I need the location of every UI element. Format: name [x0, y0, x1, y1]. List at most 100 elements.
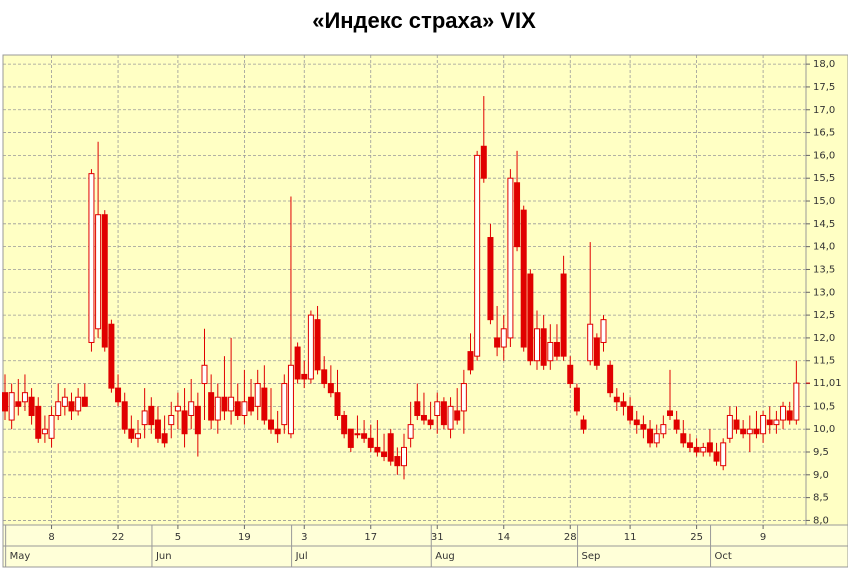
candle-body: [188, 401, 195, 416]
candle-body: [454, 410, 461, 421]
candle-body: [407, 424, 414, 439]
x-tick-label: 22: [112, 532, 125, 543]
candle-body: [447, 405, 454, 430]
candle-body: [28, 396, 35, 416]
candle-body: [627, 405, 634, 421]
month-axis-area: [2, 545, 848, 568]
x-tick-label: 25: [690, 532, 703, 543]
y-tick-label: 13,5: [813, 264, 835, 275]
last-price-label: 11,01: [813, 378, 842, 389]
y-tick-label: 16,0: [813, 150, 835, 161]
candle-body: [500, 328, 507, 348]
y-tick-label: 8,0: [813, 515, 829, 526]
candle-body: [294, 346, 301, 380]
y-tick-label: 14,0: [813, 242, 835, 253]
candle-body: [593, 337, 600, 366]
x-tick-label: 8: [48, 532, 54, 543]
candle-body: [81, 396, 88, 407]
last-price-bg: [811, 377, 847, 390]
y-tick-label: 9,0: [813, 470, 829, 481]
candle-body: [673, 419, 680, 430]
candle-body: [327, 383, 334, 394]
y-tick-label: 13,0: [813, 287, 835, 298]
y-tick-label: 10,5: [813, 401, 835, 412]
candle-body: [208, 392, 215, 421]
candle-body: [753, 428, 760, 435]
candle-body: [248, 396, 255, 412]
x-tick-label: 3: [301, 532, 307, 543]
month-label: Oct: [715, 551, 732, 562]
candle-body: [88, 173, 95, 343]
candle-body: [534, 328, 540, 362]
candle-body: [228, 396, 235, 412]
y-tick-label: 17,5: [813, 82, 835, 93]
candle-body: [573, 387, 580, 412]
candle-body: [693, 446, 700, 453]
candle-body: [254, 383, 261, 407]
candle-body: [148, 405, 155, 426]
chart-title: «Индекс страха» VIX: [312, 8, 536, 33]
candle-body: [700, 446, 707, 453]
candle-body: [241, 401, 248, 416]
candle-body: [268, 419, 274, 430]
candle-body: [514, 182, 521, 248]
candle-body: [567, 364, 574, 385]
candle-body: [41, 428, 48, 435]
x-axis-area: [2, 524, 848, 547]
candle-body: [68, 401, 75, 412]
y-tick-label: 14,5: [813, 219, 835, 230]
candle-body: [387, 433, 394, 462]
candle-body: [168, 414, 175, 426]
candle-body: [108, 323, 115, 389]
y-tick-label: 10,0: [813, 424, 835, 435]
candle-body: [494, 337, 501, 348]
x-tick-label: 5: [175, 532, 181, 543]
candle-body: [161, 433, 168, 444]
candle-body: [181, 410, 188, 435]
candle-body: [128, 428, 135, 439]
candle-body: [760, 414, 767, 435]
candle-body: [480, 145, 487, 179]
y-axis-area: [805, 54, 848, 526]
candle-body: [640, 424, 647, 430]
y-tick-label: 11,5: [813, 356, 835, 367]
month-label: Jun: [155, 551, 172, 562]
candle-body: [35, 405, 42, 439]
x-tick-label: 14: [497, 532, 510, 543]
candle-body: [780, 405, 787, 421]
candle-body: [487, 237, 494, 321]
candle-body: [686, 442, 693, 448]
month-label: Jul: [295, 551, 308, 562]
candle-body: [553, 341, 560, 357]
candle-body: [261, 387, 268, 421]
candle-body: [427, 419, 434, 426]
candle-body: [214, 396, 221, 421]
candle-body: [547, 341, 554, 362]
y-tick-label: 15,0: [813, 196, 835, 207]
y-tick-label: 18,0: [813, 59, 835, 70]
candle-body: [354, 433, 361, 436]
candle-body: [274, 428, 281, 435]
candle-body: [647, 428, 654, 444]
x-tick-label: 17: [364, 532, 377, 543]
candle-body: [467, 351, 474, 371]
month-label: Aug: [435, 551, 455, 562]
candle-body: [314, 319, 321, 371]
y-tick-label: 16,5: [813, 128, 835, 139]
candle-body: [653, 433, 660, 444]
candle-body: [101, 214, 108, 348]
candle-body: [287, 364, 294, 435]
candle-body: [2, 392, 8, 412]
candle-body: [381, 451, 388, 458]
y-tick-label: 8,5: [813, 493, 829, 504]
candle-body: [527, 273, 534, 362]
candle-body: [55, 401, 62, 416]
x-tick-label: 11: [624, 532, 637, 543]
candle-body: [8, 392, 15, 421]
candle-body: [733, 419, 740, 430]
candle-body: [221, 396, 228, 412]
candle-body: [321, 369, 328, 385]
candle-body: [234, 401, 241, 416]
candle-body: [341, 414, 348, 435]
